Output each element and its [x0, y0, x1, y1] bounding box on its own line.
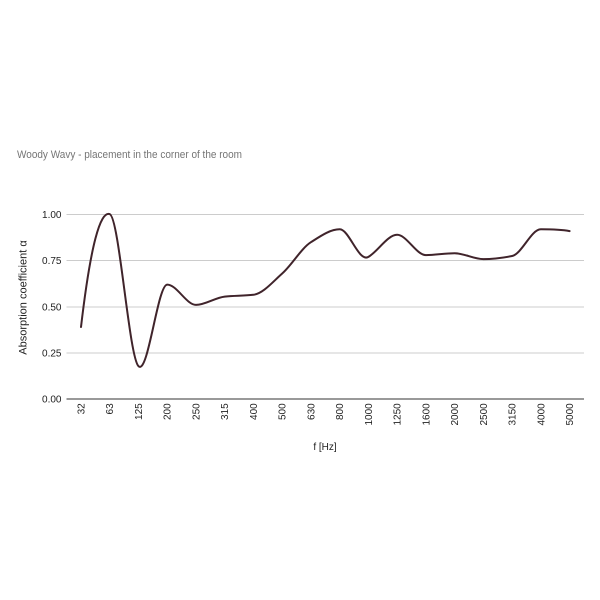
svg-text:3150: 3150: [508, 403, 519, 426]
svg-text:f [Hz]: f [Hz]: [313, 442, 337, 453]
svg-text:1600: 1600: [421, 403, 432, 426]
svg-text:1250: 1250: [393, 403, 404, 426]
svg-text:2000: 2000: [450, 403, 461, 426]
svg-text:5000: 5000: [565, 403, 576, 426]
svg-text:0.75: 0.75: [42, 256, 62, 267]
svg-text:63: 63: [105, 403, 116, 415]
svg-text:200: 200: [163, 403, 174, 420]
svg-text:Woody Wavy - placement in the: Woody Wavy - placement in the corner of …: [17, 149, 242, 161]
svg-text:1000: 1000: [364, 403, 375, 426]
svg-text:0.50: 0.50: [42, 302, 62, 313]
svg-text:0.25: 0.25: [42, 348, 62, 359]
svg-text:1.00: 1.00: [42, 210, 62, 221]
svg-text:800: 800: [335, 403, 346, 420]
svg-text:Absorption coefficient α: Absorption coefficient α: [18, 240, 30, 355]
svg-text:125: 125: [134, 403, 145, 420]
svg-text:4000: 4000: [536, 403, 547, 426]
svg-text:32: 32: [77, 403, 88, 415]
svg-text:630: 630: [306, 403, 317, 420]
svg-text:2500: 2500: [479, 403, 490, 426]
svg-text:500: 500: [278, 403, 289, 420]
svg-text:0.00: 0.00: [42, 395, 62, 406]
svg-text:315: 315: [220, 403, 231, 420]
svg-text:400: 400: [249, 403, 260, 420]
svg-text:250: 250: [192, 403, 203, 420]
